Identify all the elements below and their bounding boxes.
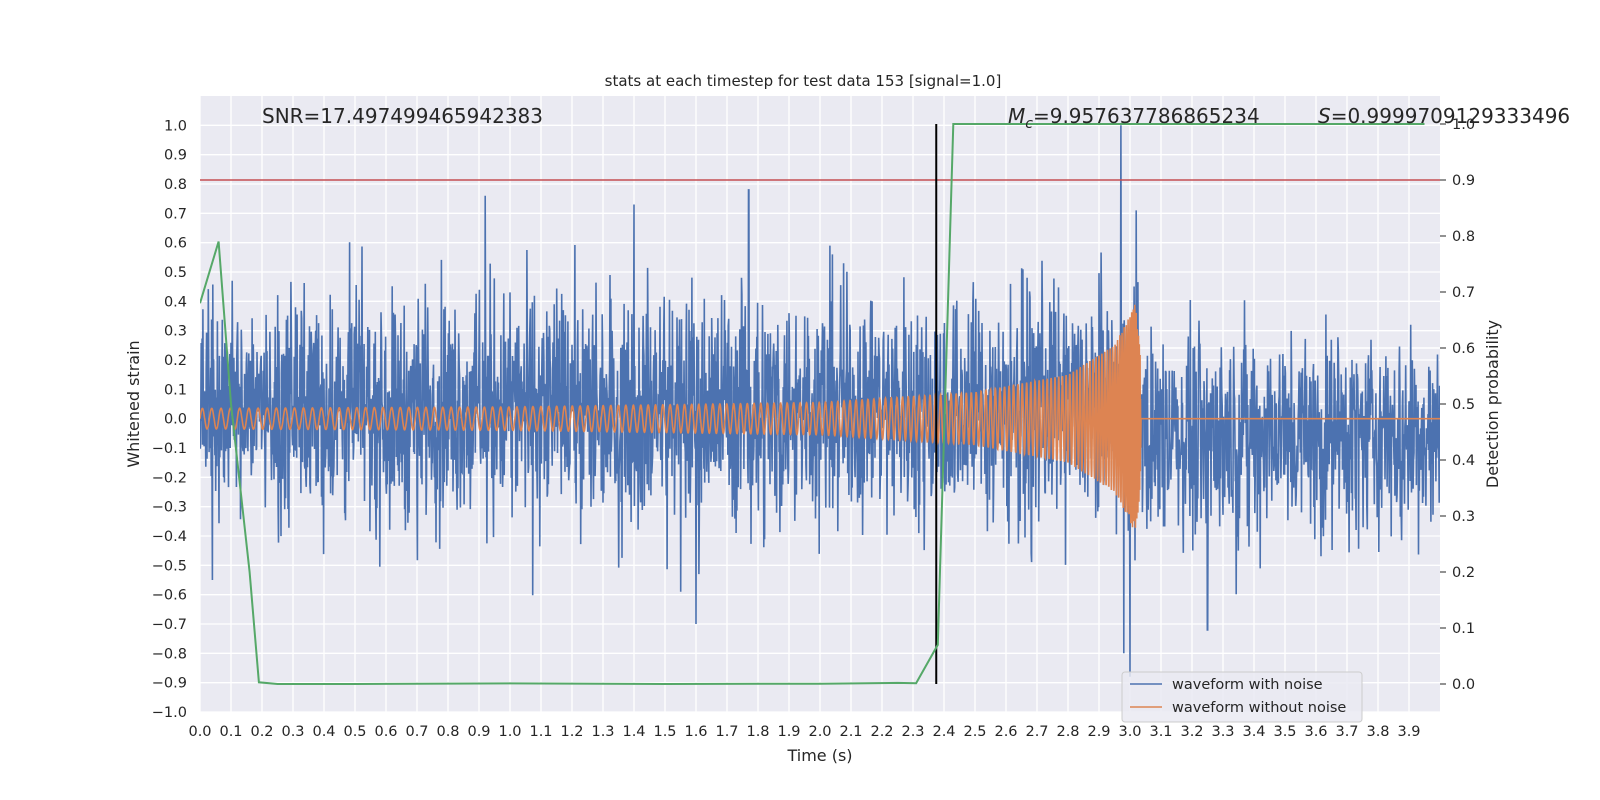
x-tick-label: 3.6 — [1304, 724, 1327, 740]
x-tick-label: 1.6 — [684, 724, 707, 740]
y2-axis-label: Detection probability — [1483, 320, 1502, 488]
y-tick-label: 1.0 — [164, 118, 187, 134]
x-tick-label: 1.8 — [746, 724, 769, 740]
x-tick-label: 0.3 — [281, 724, 304, 740]
y-tick-label: 0.1 — [164, 382, 187, 398]
y-tick-label: −0.5 — [152, 558, 187, 574]
y-tick-label: −0.1 — [152, 441, 187, 457]
y2-tick-label: 0.3 — [1452, 509, 1475, 525]
y2-tick-label: 0.5 — [1452, 397, 1475, 413]
y-tick-label: 0.0 — [164, 412, 187, 428]
x-tick-label: 3.4 — [1242, 724, 1265, 740]
y-tick-label: 0.8 — [164, 177, 187, 193]
y2-tick-label: 0.4 — [1452, 453, 1475, 469]
y2-tick-label: 0.6 — [1452, 341, 1475, 357]
x-tick-label: 1.2 — [560, 724, 583, 740]
y2-axis-ticks: 1.0 0.9 0.8 0.7 0.6 0.5 0.4 0.3 0.2 0.1 0.0 — [1440, 117, 1475, 693]
waveform-without-noise-line — [200, 304, 1440, 528]
y2-tick-label: 0.7 — [1452, 285, 1475, 301]
x-tick-label: 3.2 — [1180, 724, 1203, 740]
x-tick-label: 0.0 — [188, 724, 211, 740]
x-tick-label: 0.7 — [405, 724, 428, 740]
y-tick-label: −0.6 — [152, 588, 187, 604]
waveform-with-noise-line — [200, 125, 1440, 677]
legend-label-clean: waveform without noise — [1172, 700, 1346, 716]
x-tick-label: 2.4 — [932, 724, 955, 740]
x-tick-label: 3.8 — [1366, 724, 1389, 740]
x-tick-label: 3.5 — [1273, 724, 1296, 740]
detection-probability-line — [200, 123, 1425, 686]
snr-annotation: SNR=17.497499465942383 — [262, 104, 543, 128]
mc-annotation: Mc=9.957637786865234 — [1008, 104, 1260, 132]
y-tick-label: 0.5 — [164, 265, 187, 281]
x-tick-label: 3.0 — [1118, 724, 1141, 740]
x-tick-label: 2.3 — [901, 724, 924, 740]
x-tick-label: 2.6 — [994, 724, 1017, 740]
x-tick-label: 1.0 — [498, 724, 521, 740]
x-tick-label: 0.4 — [312, 724, 335, 740]
y-tick-label: −0.9 — [152, 676, 187, 692]
y-tick-label: 0.7 — [164, 206, 187, 222]
x-tick-label: 2.1 — [839, 724, 862, 740]
x-tick-label: 2.9 — [1087, 724, 1110, 740]
x-tick-label: 3.3 — [1211, 724, 1234, 740]
mc-value: =9.957637786865234 — [1033, 104, 1260, 128]
mc-subscript: c — [1025, 116, 1033, 132]
y-axis-ticks: 1.0 0.9 0.8 0.7 0.6 0.5 0.4 0.3 0.2 0.1 0.0 −0.1 −0.… — [152, 118, 187, 721]
legend: waveform with noise waveform without noi… — [1121, 671, 1363, 723]
x-tick-label: 2.8 — [1056, 724, 1079, 740]
y-tick-label: −0.8 — [152, 646, 187, 662]
x-tick-label: 1.1 — [529, 724, 552, 740]
x-tick-label: 1.7 — [715, 724, 738, 740]
y-tick-label: 0.4 — [164, 294, 187, 310]
y-tick-label: 0.2 — [164, 353, 187, 369]
y-tick-label: −0.4 — [152, 529, 187, 545]
legend-box — [1121, 671, 1363, 723]
y2-tick-label: 0.2 — [1452, 565, 1475, 581]
s-value: =0.9999709129333496 — [1331, 104, 1570, 128]
y2-tick-label: 0.9 — [1452, 173, 1475, 189]
mc-symbol: M — [1008, 104, 1025, 128]
x-tick-label: 2.2 — [870, 724, 893, 740]
x-tick-label: 0.9 — [467, 724, 490, 740]
y-axis-label: Whitened strain — [124, 340, 143, 467]
x-tick-label: 1.9 — [777, 724, 800, 740]
x-tick-label: 3.9 — [1397, 724, 1420, 740]
x-tick-label: 1.5 — [653, 724, 676, 740]
y2-tick-label: 0.0 — [1452, 677, 1475, 693]
legend-label-noise: waveform with noise — [1172, 677, 1323, 693]
chart-title: stats at each timestep for test data 153… — [605, 72, 1002, 90]
y2-tick-label: 1.0 — [1452, 117, 1475, 133]
y-tick-label: −0.2 — [152, 470, 187, 486]
x-tick-label: 0.1 — [219, 724, 242, 740]
x-tick-label: 2.5 — [963, 724, 986, 740]
y-tick-label: 0.3 — [164, 324, 187, 340]
y2-tick-label: 0.1 — [1452, 621, 1475, 637]
y-tick-label: −1.0 — [152, 705, 187, 721]
x-tick-label: 3.7 — [1335, 724, 1358, 740]
x-tick-label: 3.1 — [1149, 724, 1172, 740]
y-tick-label: 0.9 — [164, 148, 187, 164]
x-tick-label: 1.4 — [622, 724, 645, 740]
s-symbol: S — [1318, 104, 1331, 128]
x-axis-ticks: 0.0 0.1 0.2 0.3 0.4 0.5 0.6 0.7 0.8 0.9 1.0 1.1 1.2 1… — [188, 724, 1420, 740]
x-tick-label: 0.5 — [343, 724, 366, 740]
x-axis-label: Time (s) — [786, 746, 852, 765]
x-tick-label: 0.2 — [250, 724, 273, 740]
x-tick-label: 2.7 — [1025, 724, 1048, 740]
y-tick-label: 0.6 — [164, 236, 187, 252]
y2-tick-label: 0.8 — [1452, 229, 1475, 245]
x-tick-label: 2.0 — [808, 724, 831, 740]
x-tick-label: 1.3 — [591, 724, 614, 740]
x-tick-label: 0.8 — [436, 724, 459, 740]
x-tick-label: 0.6 — [374, 724, 397, 740]
horizontal-gridlines — [200, 124, 1440, 713]
y-tick-label: −0.3 — [152, 500, 187, 516]
s-annotation: S=0.9999709129333496 — [1318, 104, 1570, 128]
y-tick-label: −0.7 — [152, 617, 187, 633]
